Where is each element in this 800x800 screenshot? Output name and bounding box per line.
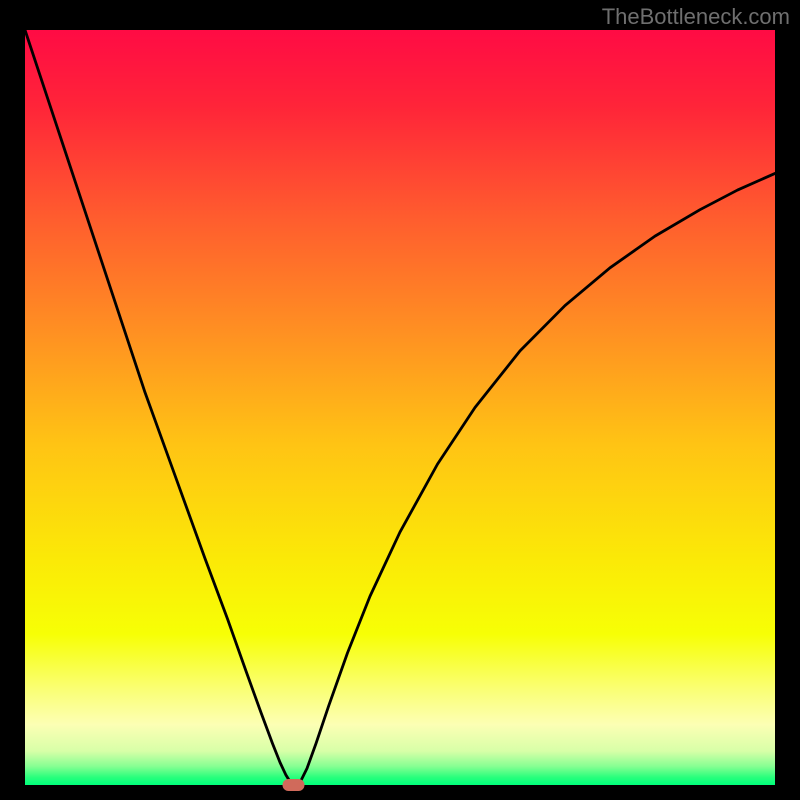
optimal-marker — [283, 779, 305, 791]
chart-container: TheBottleneck.com — [0, 0, 800, 800]
watermark-text: TheBottleneck.com — [602, 4, 790, 30]
bottleneck-chart — [0, 0, 800, 800]
chart-plot-background — [25, 30, 775, 785]
